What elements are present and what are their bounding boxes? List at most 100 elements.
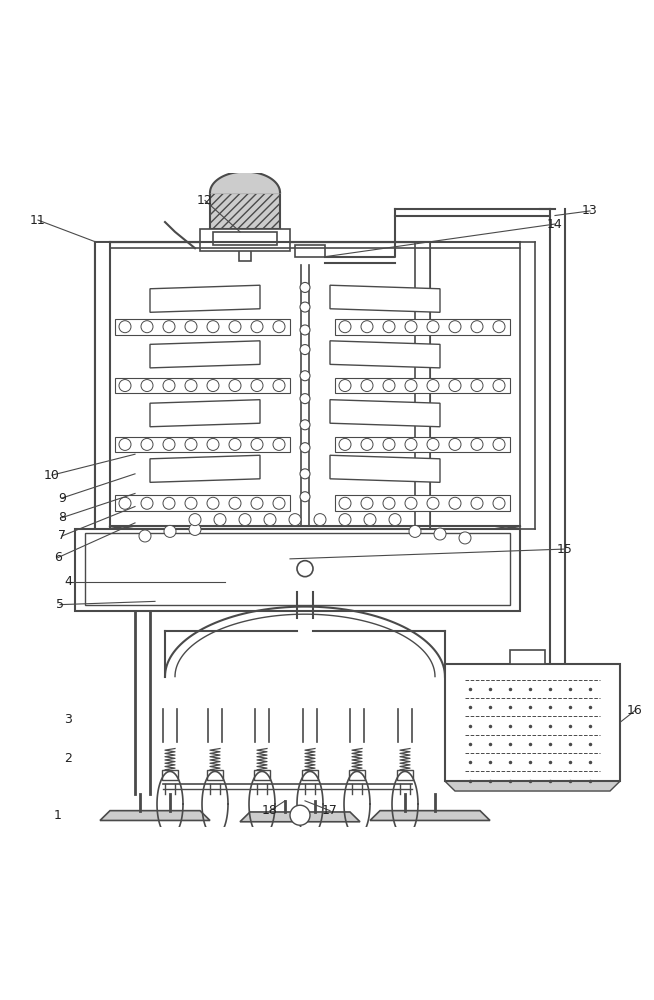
Circle shape [207,438,219,450]
Bar [85,533,510,605]
Text: 2: 2 [64,752,72,765]
Polygon shape [150,341,260,368]
Circle shape [163,497,175,509]
Circle shape [189,514,201,526]
Bar [239,229,251,261]
Bar [335,437,510,452]
Circle shape [405,438,417,450]
Circle shape [361,438,373,450]
Bar [115,378,290,393]
Circle shape [251,497,263,509]
Circle shape [405,321,417,333]
Bar [302,770,318,780]
Circle shape [405,380,417,392]
Circle shape [289,514,301,526]
Circle shape [405,497,417,509]
Circle shape [119,438,131,450]
Circle shape [273,380,285,392]
Bar [295,245,325,257]
Circle shape [300,443,310,453]
Text: 7: 7 [58,529,66,542]
Circle shape [163,380,175,392]
Circle shape [273,497,285,509]
Circle shape [493,321,505,333]
Text: 13: 13 [582,204,598,217]
Circle shape [290,805,310,825]
Text: 9: 9 [58,492,66,505]
Polygon shape [100,811,210,820]
Circle shape [189,523,201,535]
Circle shape [207,321,219,333]
Circle shape [163,321,175,333]
Text: 6: 6 [54,551,62,564]
Bar [103,242,422,529]
Text: 8: 8 [58,511,66,524]
Circle shape [361,497,373,509]
Polygon shape [240,812,360,822]
Circle shape [471,438,483,450]
Polygon shape [330,285,440,312]
Circle shape [229,321,241,333]
Bar [162,770,178,780]
Circle shape [119,321,131,333]
Circle shape [449,321,461,333]
Polygon shape [370,811,490,820]
Circle shape [427,497,439,509]
Circle shape [273,321,285,333]
Circle shape [427,321,439,333]
Bar [335,378,510,393]
Circle shape [251,380,263,392]
Bar [95,242,110,529]
Circle shape [185,497,197,509]
Circle shape [300,492,310,502]
Polygon shape [330,341,440,368]
Circle shape [449,380,461,392]
Circle shape [361,321,373,333]
Polygon shape [330,455,440,482]
Text: 18: 18 [262,804,278,817]
Text: 15: 15 [557,543,573,556]
Circle shape [383,497,395,509]
Circle shape [300,371,310,381]
Polygon shape [150,400,260,427]
Bar [210,193,280,229]
Circle shape [229,497,241,509]
Polygon shape [330,400,440,427]
Bar [510,650,545,664]
Circle shape [163,438,175,450]
Circle shape [339,497,351,509]
Circle shape [493,497,505,509]
Bar [115,437,290,452]
Circle shape [449,497,461,509]
Circle shape [207,497,219,509]
Circle shape [214,514,226,526]
Circle shape [300,282,310,292]
Circle shape [264,514,276,526]
Circle shape [164,525,176,537]
Circle shape [300,469,310,479]
Circle shape [141,497,153,509]
Text: 10: 10 [44,469,60,482]
Text: 3: 3 [64,713,72,726]
Bar [115,495,290,511]
Bar [207,770,223,780]
Polygon shape [150,285,260,312]
Circle shape [339,514,351,526]
Bar [213,232,277,245]
Circle shape [185,438,197,450]
Circle shape [459,532,471,544]
Circle shape [251,321,263,333]
Circle shape [364,514,376,526]
Polygon shape [150,455,260,482]
Bar [95,242,430,529]
Text: 11: 11 [30,214,46,227]
Circle shape [427,438,439,450]
Circle shape [361,380,373,392]
Circle shape [119,497,131,509]
Circle shape [389,514,401,526]
Circle shape [471,380,483,392]
Circle shape [229,438,241,450]
Bar [115,319,290,335]
Circle shape [300,325,310,335]
Circle shape [339,321,351,333]
